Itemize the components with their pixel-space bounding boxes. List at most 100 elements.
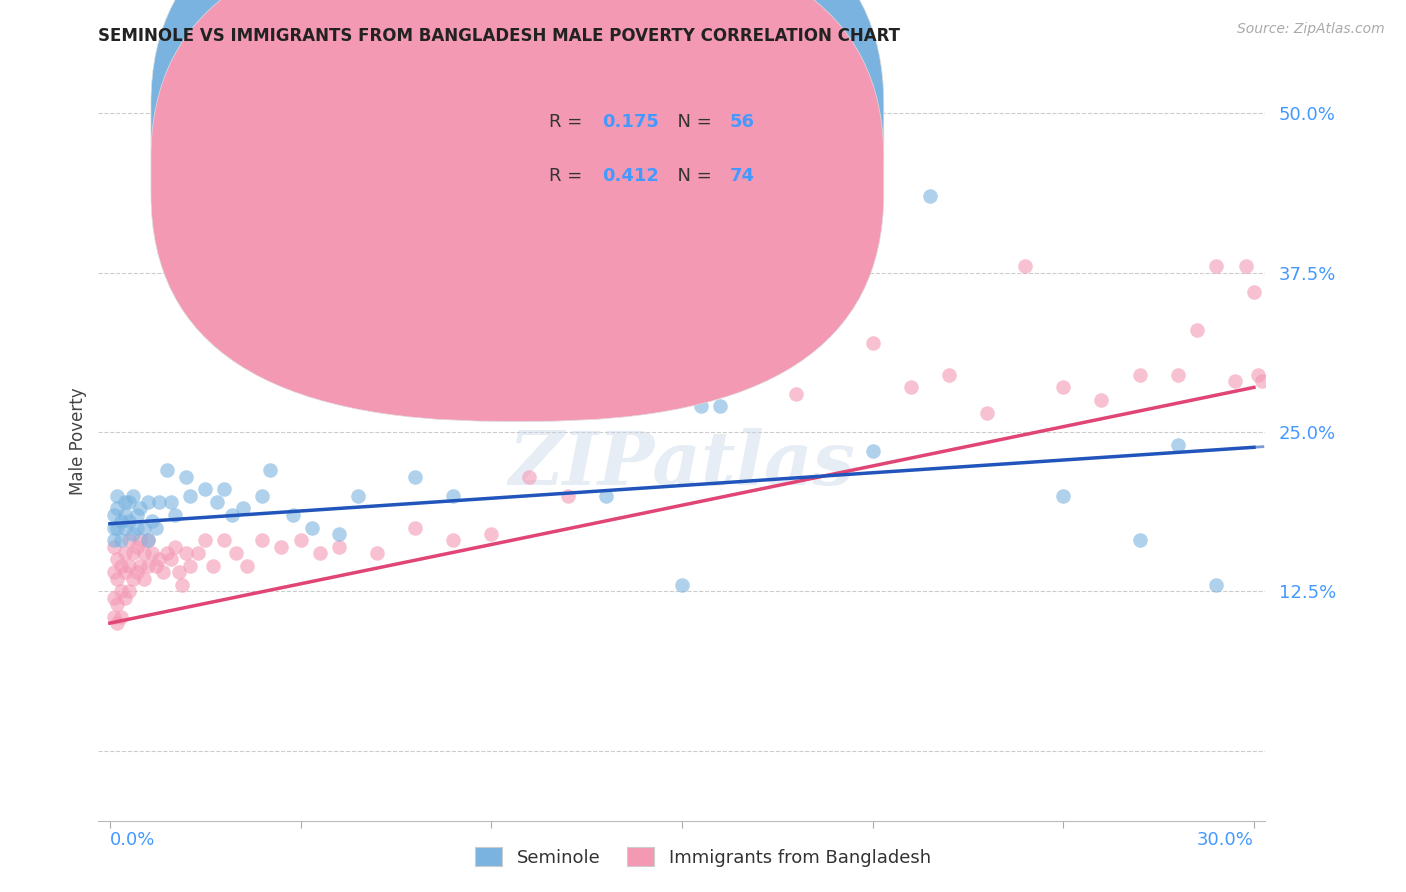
- Point: [270, 540, 292, 554]
- Point: [1205, 260, 1227, 274]
- Text: 0.175: 0.175: [603, 113, 659, 131]
- Point: [107, 572, 129, 586]
- Point: [110, 514, 132, 528]
- Point: [179, 558, 201, 573]
- Point: [346, 489, 368, 503]
- Point: [167, 565, 190, 579]
- Point: [1167, 368, 1189, 382]
- Point: [1247, 368, 1270, 382]
- Point: [709, 374, 731, 388]
- Point: [118, 533, 141, 548]
- Point: [479, 393, 502, 408]
- Point: [785, 386, 807, 401]
- Point: [1128, 533, 1150, 548]
- Point: [232, 501, 254, 516]
- Text: 0.0%: 0.0%: [110, 830, 155, 849]
- Point: [125, 508, 148, 522]
- Point: [557, 374, 579, 388]
- Point: [121, 572, 143, 586]
- Point: [225, 546, 247, 560]
- Text: 74: 74: [730, 167, 755, 185]
- Point: [194, 483, 217, 497]
- Legend: Seminole, Immigrants from Bangladesh: Seminole, Immigrants from Bangladesh: [468, 840, 938, 874]
- Point: [557, 489, 579, 503]
- Point: [709, 400, 731, 414]
- Point: [862, 335, 884, 350]
- Point: [201, 558, 224, 573]
- Point: [114, 520, 136, 534]
- Point: [633, 304, 655, 318]
- Point: [404, 469, 426, 483]
- Point: [110, 609, 132, 624]
- Point: [103, 591, 125, 605]
- Point: [118, 584, 141, 599]
- Point: [205, 495, 228, 509]
- Point: [194, 533, 217, 548]
- Point: [136, 558, 159, 573]
- Point: [114, 591, 136, 605]
- Point: [136, 533, 159, 548]
- Point: [121, 489, 143, 503]
- Point: [125, 540, 148, 554]
- Point: [308, 546, 330, 560]
- FancyBboxPatch shape: [465, 85, 863, 211]
- FancyBboxPatch shape: [150, 0, 884, 368]
- Point: [145, 520, 167, 534]
- Point: [479, 527, 502, 541]
- Point: [373, 400, 395, 414]
- Point: [148, 495, 170, 509]
- Point: [110, 558, 132, 573]
- Point: [172, 578, 194, 592]
- Point: [136, 533, 159, 548]
- Point: [103, 533, 125, 548]
- Point: [1014, 260, 1036, 274]
- Point: [125, 565, 148, 579]
- Point: [441, 533, 464, 548]
- Point: [118, 514, 141, 528]
- Point: [145, 558, 167, 573]
- Point: [1185, 323, 1208, 337]
- Point: [134, 546, 156, 560]
- Point: [281, 508, 304, 522]
- Point: [918, 189, 941, 203]
- Point: [1090, 393, 1112, 408]
- Point: [214, 483, 236, 497]
- Point: [259, 463, 281, 477]
- Point: [252, 489, 274, 503]
- Point: [110, 584, 132, 599]
- Point: [976, 406, 998, 420]
- Text: R =: R =: [548, 167, 588, 185]
- Point: [1052, 489, 1074, 503]
- Point: [134, 520, 156, 534]
- Point: [301, 520, 323, 534]
- Point: [862, 444, 884, 458]
- Point: [1250, 374, 1272, 388]
- Point: [1205, 578, 1227, 592]
- Point: [121, 527, 143, 541]
- Point: [107, 552, 129, 566]
- Point: [103, 540, 125, 554]
- Point: [125, 520, 148, 534]
- Point: [938, 368, 960, 382]
- Point: [1167, 438, 1189, 452]
- Point: [107, 597, 129, 611]
- Point: [1234, 260, 1257, 274]
- Point: [103, 565, 125, 579]
- FancyBboxPatch shape: [150, 0, 884, 421]
- Point: [1223, 374, 1246, 388]
- Point: [107, 501, 129, 516]
- Point: [160, 495, 183, 509]
- Point: [110, 533, 132, 548]
- Point: [163, 508, 186, 522]
- Point: [236, 558, 259, 573]
- Text: 30.0%: 30.0%: [1197, 830, 1254, 849]
- Point: [118, 558, 141, 573]
- Point: [519, 469, 541, 483]
- Point: [107, 489, 129, 503]
- Point: [187, 546, 209, 560]
- Point: [221, 508, 243, 522]
- Text: N =: N =: [665, 167, 717, 185]
- Point: [1128, 368, 1150, 382]
- Point: [366, 546, 388, 560]
- Text: R =: R =: [548, 113, 588, 131]
